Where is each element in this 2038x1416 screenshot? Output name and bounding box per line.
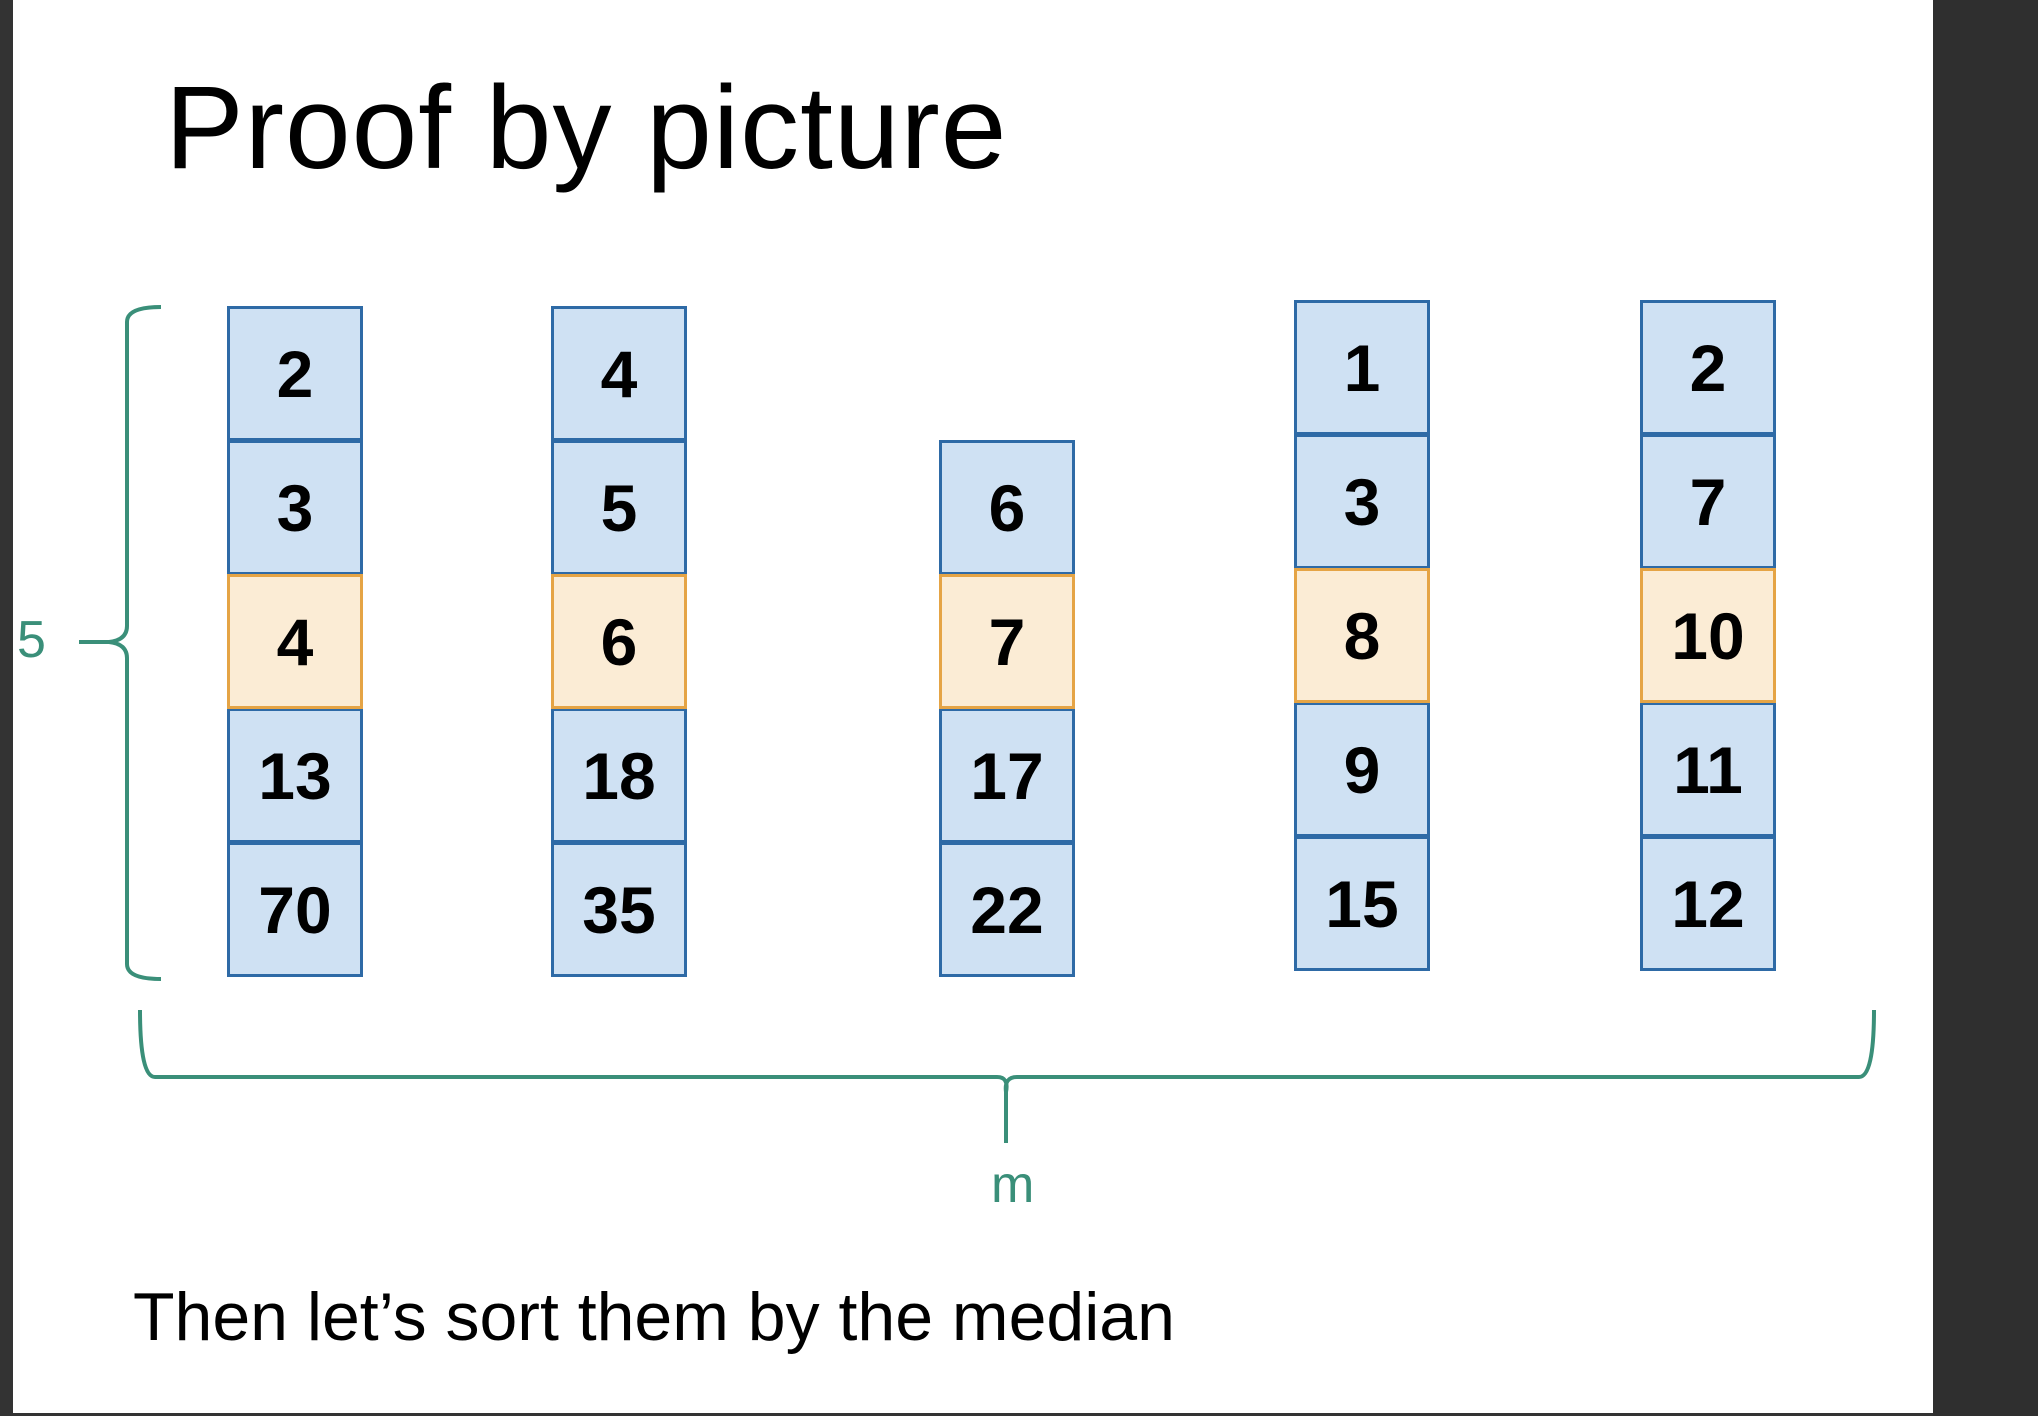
value-cell: 70: [227, 842, 363, 977]
value-cell: 3: [227, 440, 363, 575]
median-cell: 4: [227, 574, 363, 709]
value-cell: 4: [551, 306, 687, 441]
value-cell: 2: [227, 306, 363, 441]
value-cell: 9: [1294, 702, 1430, 837]
value-cell: 12: [1640, 836, 1776, 971]
horizontal-brace: [138, 1009, 1876, 1143]
value-cell: 13: [227, 708, 363, 843]
slide-title: Proof by picture: [165, 62, 1008, 194]
column-group: 2 7 10 11 12: [1640, 300, 1776, 971]
vertical-brace: [108, 305, 162, 981]
value-cell: 17: [939, 708, 1075, 843]
median-cell: 8: [1294, 568, 1430, 703]
median-cell: 6: [551, 574, 687, 709]
vertical-brace-label: 5: [17, 611, 46, 669]
value-cell: 22: [939, 842, 1075, 977]
window-edge: [1933, 0, 2038, 1416]
value-cell: 2: [1640, 300, 1776, 435]
value-cell: 6: [939, 440, 1075, 575]
value-cell: 3: [1294, 434, 1430, 569]
value-cell: 7: [1640, 434, 1776, 569]
value-cell: 15: [1294, 836, 1430, 971]
value-cell: 1: [1294, 300, 1430, 435]
median-cell: 10: [1640, 568, 1776, 703]
braces: [79, 305, 1876, 1143]
value-cell: 11: [1640, 702, 1776, 837]
horizontal-brace-label: m: [991, 1156, 1035, 1214]
value-cell: 18: [551, 708, 687, 843]
caption: Then let’s sort them by the median: [133, 1279, 1175, 1355]
column-group: 2 3 4 13 70: [227, 306, 363, 977]
column-group: 6 7 17 22: [939, 440, 1075, 977]
median-cell: 7: [939, 574, 1075, 709]
value-cell: 5: [551, 440, 687, 575]
value-cell: 35: [551, 842, 687, 977]
column-group: 1 3 8 9 15: [1294, 300, 1430, 971]
column-group: 4 5 6 18 35: [551, 306, 687, 977]
slide: Proof by picture 2 3 4 13 70 4 5 6 18 35 6 7 17 22 …: [13, 0, 1933, 1413]
